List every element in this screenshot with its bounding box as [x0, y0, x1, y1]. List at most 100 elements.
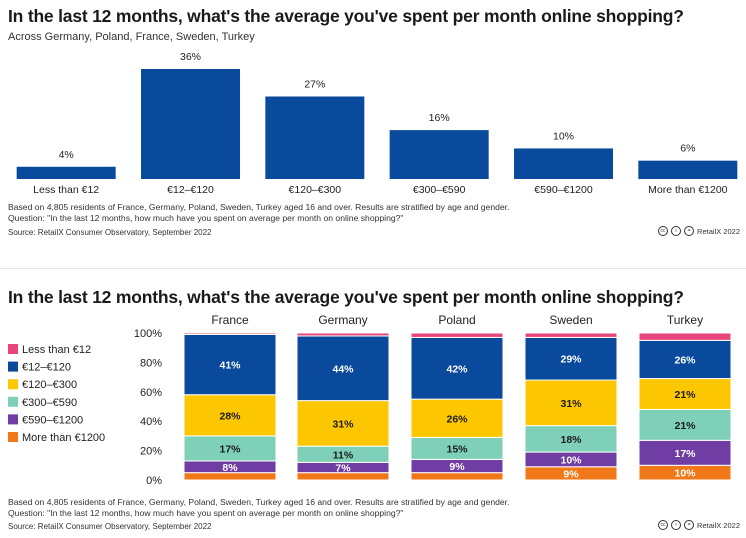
nd-icon: =	[684, 226, 695, 236]
cc-icon: cc	[658, 226, 669, 236]
bar-eur120-eur300	[265, 96, 365, 179]
top-credit: cc i = RetailX 2022	[658, 226, 740, 236]
segment-sweden-eur12-eur120	[524, 336, 618, 381]
legend-swatch-less-than-eur12	[8, 344, 18, 354]
x-tick-sweden: Sweden	[549, 313, 592, 327]
legend-swatch-more-than-eur1200	[8, 432, 18, 442]
segment-turkey-eur12-eur120	[638, 339, 732, 380]
segment-poland-eur120-eur300	[410, 398, 504, 438]
bar-eur300-eur590	[389, 130, 489, 179]
x-tick-more-than-eur1200: More than €1200	[648, 184, 728, 196]
segment-label-germany-eur12-eur120: 44%	[332, 363, 354, 375]
legend-swatch-eur12-eur120	[8, 361, 18, 372]
segment-label-turkey-eur12-eur120: 26%	[674, 354, 696, 366]
by-icon: i	[671, 226, 682, 236]
bottom-note-line1: Based on 4,805 residents of France, Germ…	[8, 497, 510, 507]
bar-eur590-eur1200	[514, 148, 613, 179]
segment-label-poland-eur300-eur590: 15%	[446, 443, 468, 455]
segment-sweden-less-than-eur12	[524, 332, 618, 338]
legend-swatch-eur120-eur300	[8, 379, 18, 390]
bar-eur12-eur120	[141, 69, 240, 179]
segment-poland-eur12-eur120	[410, 336, 504, 400]
segment-label-poland-eur12-eur120: 42%	[446, 363, 468, 375]
legend-swatch-eur300-eur590	[8, 396, 18, 407]
bar-label-eur12-eur120: 36%	[180, 51, 201, 63]
segment-label-france-eur120-eur300: 28%	[219, 410, 241, 422]
segment-turkey-eur300-eur590	[638, 408, 732, 441]
segment-label-sweden-eur120-eur300: 31%	[560, 398, 582, 410]
segment-label-france-eur12-eur120: 41%	[219, 360, 241, 372]
x-tick-less-than-eur12: Less than €12	[33, 184, 99, 196]
bar-label-eur120-eur300: 27%	[304, 79, 325, 91]
bottom-note-line2: Question: "In the last 12 months, how mu…	[8, 508, 404, 518]
top-chart-title: In the last 12 months, what's the averag…	[8, 6, 684, 26]
segment-label-turkey-eur590-eur1200: 17%	[674, 448, 696, 460]
x-tick-poland: Poland	[438, 313, 475, 327]
segment-label-turkey-eur120-eur300: 21%	[674, 389, 696, 401]
top-source: Source: RetailX Consumer Observatory, Se…	[8, 228, 212, 237]
x-tick-eur300-eur590: €300–€590	[413, 184, 466, 196]
segment-label-france-eur590-eur1200: 8%	[222, 462, 238, 474]
stacked-bar-chart: 0% 20% 40% 60% 80% 100% Less than €12 €12–€120 €…	[8, 313, 732, 487]
y-tick-60: 60%	[140, 387, 162, 399]
bottom-credit: cc i = RetailX 2022	[658, 520, 740, 530]
segment-france-eur300-eur590	[183, 435, 277, 462]
y-tick-0: 0%	[146, 475, 162, 487]
segment-label-turkey-more-than-eur1200: 10%	[674, 468, 696, 480]
legend-label-eur300-eur590: €300–€590	[22, 397, 77, 409]
segment-label-sweden-more-than-eur1200: 9%	[563, 468, 579, 480]
segment-sweden-eur120-eur300	[524, 379, 618, 427]
bar-less-than-eur12	[16, 166, 116, 179]
top-note-line2: Question: "In the last 12 months, how mu…	[8, 213, 404, 223]
y-tick-80: 80%	[140, 357, 162, 369]
segment-label-france-eur300-eur590: 17%	[219, 443, 241, 455]
top-note-line1: Based on 4,805 residents of France, Germ…	[8, 202, 510, 212]
top-chart-subtitle: Across Germany, Poland, France, Sweden, …	[8, 31, 255, 43]
segment-turkey-less-than-eur12	[638, 332, 732, 341]
bar-label-more-than-eur1200: 6%	[680, 143, 695, 155]
segment-turkey-eur120-eur300	[638, 378, 732, 410]
segment-label-germany-eur120-eur300: 31%	[332, 418, 354, 430]
segment-france-eur120-eur300	[183, 394, 277, 437]
bottom-credit-label: RetailX 2022	[697, 520, 740, 530]
legend-label-eur12-eur120: €12–€120	[22, 362, 71, 374]
bar-label-less-than-eur12: 4%	[59, 149, 74, 161]
segment-label-turkey-eur300-eur590: 21%	[674, 420, 696, 432]
segment-label-poland-eur120-eur300: 26%	[446, 413, 468, 425]
segment-poland-more-than-eur1200	[410, 472, 504, 481]
legend-label-less-than-eur12: Less than €12	[22, 344, 91, 356]
segment-label-sweden-eur300-eur590: 18%	[560, 434, 582, 446]
y-tick-100: 100%	[134, 328, 162, 340]
top-bar-chart: 4% Less than €12 36% €12–€120 27% €120–€300 16…	[16, 51, 738, 196]
segment-germany-less-than-eur12	[296, 332, 390, 337]
legend-label-eur120-eur300: €120–€300	[22, 379, 77, 391]
x-tick-turkey: Turkey	[667, 313, 703, 327]
segment-turkey-eur590-eur1200	[638, 439, 732, 466]
legend-label-more-than-eur1200: More than €1200	[22, 432, 105, 444]
section-divider	[0, 268, 746, 269]
legend-swatch-eur590-eur1200	[8, 414, 18, 425]
top-credit-label: RetailX 2022	[697, 226, 740, 236]
bar-label-eur590-eur1200: 10%	[553, 130, 574, 142]
bottom-source: Source: RetailX Consumer Observatory, Se…	[8, 522, 212, 531]
segment-label-sweden-eur12-eur120: 29%	[560, 354, 582, 366]
segment-label-germany-eur300-eur590: 11%	[333, 449, 354, 461]
y-tick-40: 40%	[140, 416, 162, 428]
bar-label-eur300-eur590: 16%	[429, 112, 450, 124]
nd-icon: =	[684, 520, 695, 530]
x-tick-germany: Germany	[318, 313, 367, 327]
segment-france-less-than-eur12	[183, 332, 277, 335]
by-icon: i	[671, 520, 682, 530]
segment-label-germany-eur590-eur1200: 7%	[335, 463, 351, 475]
segment-label-sweden-eur590-eur1200: 10%	[560, 454, 582, 466]
segment-poland-less-than-eur12	[410, 332, 504, 338]
x-tick-france: France	[211, 313, 249, 327]
x-tick-eur590-eur1200: €590–€1200	[534, 184, 593, 196]
x-tick-eur12-eur120: €12–€120	[167, 184, 214, 196]
segment-label-poland-eur590-eur1200: 9%	[449, 461, 465, 473]
segment-germany-eur120-eur300	[296, 400, 390, 447]
y-tick-20: 20%	[140, 446, 162, 458]
bar-more-than-eur1200	[638, 160, 738, 179]
legend-label-eur590-eur1200: €590–€1200	[22, 414, 83, 426]
segment-germany-eur12-eur120	[296, 335, 390, 402]
